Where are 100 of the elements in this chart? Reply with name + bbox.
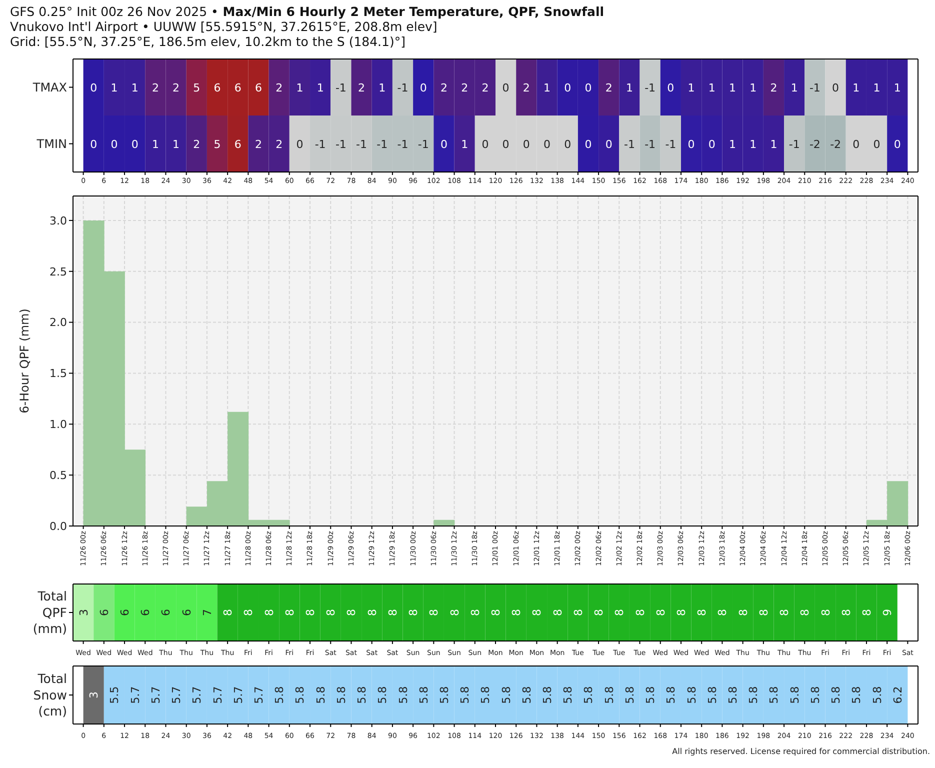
data-label: 1 (688, 80, 695, 94)
data-label: 2 (193, 137, 200, 150)
data-label: 0 (90, 137, 98, 150)
chart-subtitle: Vnukovo Int'l Airport • UUWW [55.5915°N, 37.2615°E, 208.8m elev] Grid: [55.5°N, 37.25°E, 186.5m elev, 10.2km to the S (184.1)°] (10, 19, 438, 49)
data-label: 6 (180, 609, 193, 616)
data-label: 5.8 (602, 686, 616, 704)
data-label: 8 (756, 609, 770, 616)
data-label: -1 (335, 80, 346, 94)
data-label: 1 (729, 80, 736, 94)
data-label: 2 (440, 80, 448, 94)
data-label: 0 (708, 137, 716, 150)
data-label: 1 (110, 80, 118, 94)
data-label: -1 (397, 80, 408, 94)
data-label: 5.8 (644, 686, 657, 704)
y-tick-label: TMAX (32, 80, 67, 94)
data-label: 0 (584, 137, 592, 150)
data-label: 8 (612, 609, 626, 616)
data-label: 5.8 (808, 686, 822, 704)
data-label: 5.7 (190, 686, 204, 704)
data-label: -1 (376, 137, 388, 150)
y-tick-label: 0.0 (50, 520, 67, 533)
data-label: 5.8 (376, 686, 389, 704)
data-label: 8 (860, 609, 873, 616)
data-label: 6.2 (890, 686, 904, 704)
data-label: 5.7 (128, 686, 142, 704)
data-label: 5.8 (684, 686, 698, 704)
data-label: 8 (654, 609, 667, 616)
data-label: 6 (234, 137, 242, 150)
data-label: -2 (809, 137, 820, 150)
data-label: -1 (624, 137, 635, 150)
data-label: 2 (482, 80, 489, 94)
data-label: 5.8 (788, 686, 801, 704)
data-label: 1 (626, 80, 633, 94)
data-label: 3 (87, 692, 100, 698)
data-label: 5.8 (478, 686, 492, 704)
data-label: 1 (770, 137, 778, 150)
data-label: 8 (324, 609, 338, 616)
data-label: 5.8 (850, 686, 863, 704)
data-label: 6 (159, 609, 172, 616)
data-label: 1 (131, 80, 138, 94)
data-label: -1 (356, 137, 368, 150)
data-label: 5.8 (767, 686, 780, 704)
data-label: 5.7 (252, 686, 265, 704)
chart-title: GFS 0.25° Init 00z 26 Nov 2025 • Max/Min 6 Hourly 2 Meter Temperature, QPF, Snowfall (10, 4, 604, 19)
data-label: 1 (750, 137, 757, 150)
data-label: 8 (839, 609, 852, 616)
data-label: 5.8 (314, 686, 327, 704)
data-label: 0 (564, 80, 572, 94)
data-label: 8 (386, 609, 399, 616)
text: All rights reserved. License required for commercial distribution. (672, 747, 930, 756)
data-label: -1 (788, 137, 800, 150)
data-label: 1 (152, 137, 159, 150)
data-label: 5.8 (746, 686, 760, 704)
data-label: 5.8 (272, 686, 286, 704)
y-tick-label: Total Snow (cm) (33, 671, 67, 719)
data-label: 8 (818, 609, 832, 616)
y-tick-label: Total QPF (mm) (32, 588, 67, 636)
y-tick-label: 2.5 (50, 265, 67, 278)
data-label: 2 (770, 80, 778, 94)
data-label: 8 (571, 609, 584, 616)
data-label: 5.8 (293, 686, 306, 704)
data-label: 5.8 (664, 686, 678, 704)
data-label: 6 (138, 609, 152, 616)
data-label: 5.8 (726, 686, 740, 704)
data-label: 5.8 (829, 686, 842, 704)
data-label: 5.8 (582, 686, 595, 704)
data-label: 1 (750, 80, 757, 94)
data-label: 0 (90, 80, 98, 94)
data-label: 5.8 (437, 686, 450, 704)
data-label: 5.7 (231, 686, 244, 704)
data-label: 2 (522, 80, 530, 94)
data-label: 6 (254, 80, 262, 94)
data-label: 5.8 (561, 686, 574, 704)
data-label: 8 (221, 609, 234, 616)
data-label: 5.7 (170, 686, 183, 704)
data-label: 5.8 (499, 686, 512, 704)
data-label: 5.7 (148, 686, 162, 704)
data-label: 0 (482, 137, 489, 150)
data-label: 0 (440, 137, 448, 150)
data-label: 0 (688, 137, 695, 150)
data-label: 5 (214, 137, 221, 150)
y-tick-label: 1.5 (50, 367, 67, 380)
data-label: 8 (778, 609, 791, 616)
data-label: 5.8 (520, 686, 533, 704)
data-label: 0 (584, 80, 592, 94)
data-label: 5.8 (396, 686, 410, 704)
data-label: 8 (468, 609, 482, 616)
data-label: 1 (873, 80, 880, 94)
data-label: 1 (708, 80, 716, 94)
data-label: 8 (674, 609, 688, 616)
data-label: 8 (716, 609, 729, 616)
data-label: -1 (397, 137, 408, 150)
data-label: 8 (510, 609, 523, 616)
y-tick-label: 3.0 (50, 214, 67, 228)
data-label: 2 (358, 80, 366, 94)
data-label: 8 (427, 609, 440, 616)
data-label: 1 (729, 137, 736, 150)
data-label: 0 (667, 80, 674, 94)
y-tick-label: 2.0 (50, 316, 67, 330)
data-label: 1 (378, 80, 386, 94)
